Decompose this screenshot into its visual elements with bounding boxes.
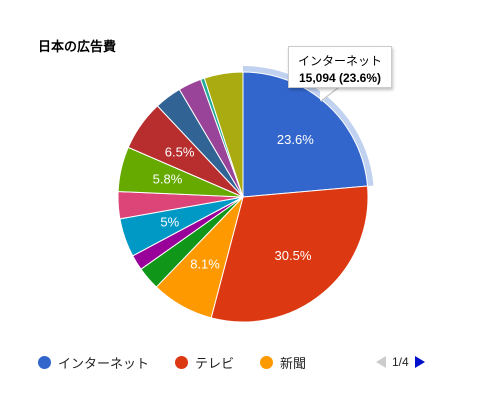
legend-item-tv[interactable]: テレビ (175, 353, 234, 372)
legend-page-indicator: 1/4 (392, 355, 409, 369)
legend-dot-icon (38, 355, 51, 369)
legend-label: 新聞 (280, 356, 307, 372)
slice-label-0: 23.6% (277, 132, 314, 147)
tooltip-tail (320, 87, 338, 101)
legend-pager: 1/4 (376, 352, 425, 372)
tooltip: インターネット 15,094 (23.6%) (288, 46, 392, 88)
legend-item-internet[interactable]: インターネット (38, 353, 149, 372)
slice-label-5: 5% (160, 214, 179, 229)
next-page-icon[interactable] (414, 356, 425, 368)
legend-label: インターネット (58, 356, 150, 372)
slice-label-1: 30.5% (275, 248, 312, 263)
chart-title: 日本の広告費 (38, 40, 117, 55)
pie-slice-12[interactable] (203, 71, 244, 198)
tooltip-value: 15,094 (23.6%) (298, 71, 382, 85)
pie-slice-0[interactable] (242, 71, 369, 198)
slice-label-8: 6.5% (165, 144, 195, 159)
legend: インターネット テレビ 新聞 (38, 352, 332, 372)
legend-dot-icon (175, 355, 189, 369)
pie-slice-1[interactable] (210, 185, 369, 323)
legend-dot-icon (260, 355, 274, 369)
tooltip-series-name: インターネット (297, 54, 382, 68)
previous-page-icon[interactable] (376, 356, 386, 368)
legend-item-newspaper[interactable]: 新聞 (260, 353, 306, 372)
slice-label-7: 5.8% (153, 172, 183, 187)
slice-label-2: 8.1% (190, 257, 220, 272)
legend-label: テレビ (195, 356, 235, 372)
